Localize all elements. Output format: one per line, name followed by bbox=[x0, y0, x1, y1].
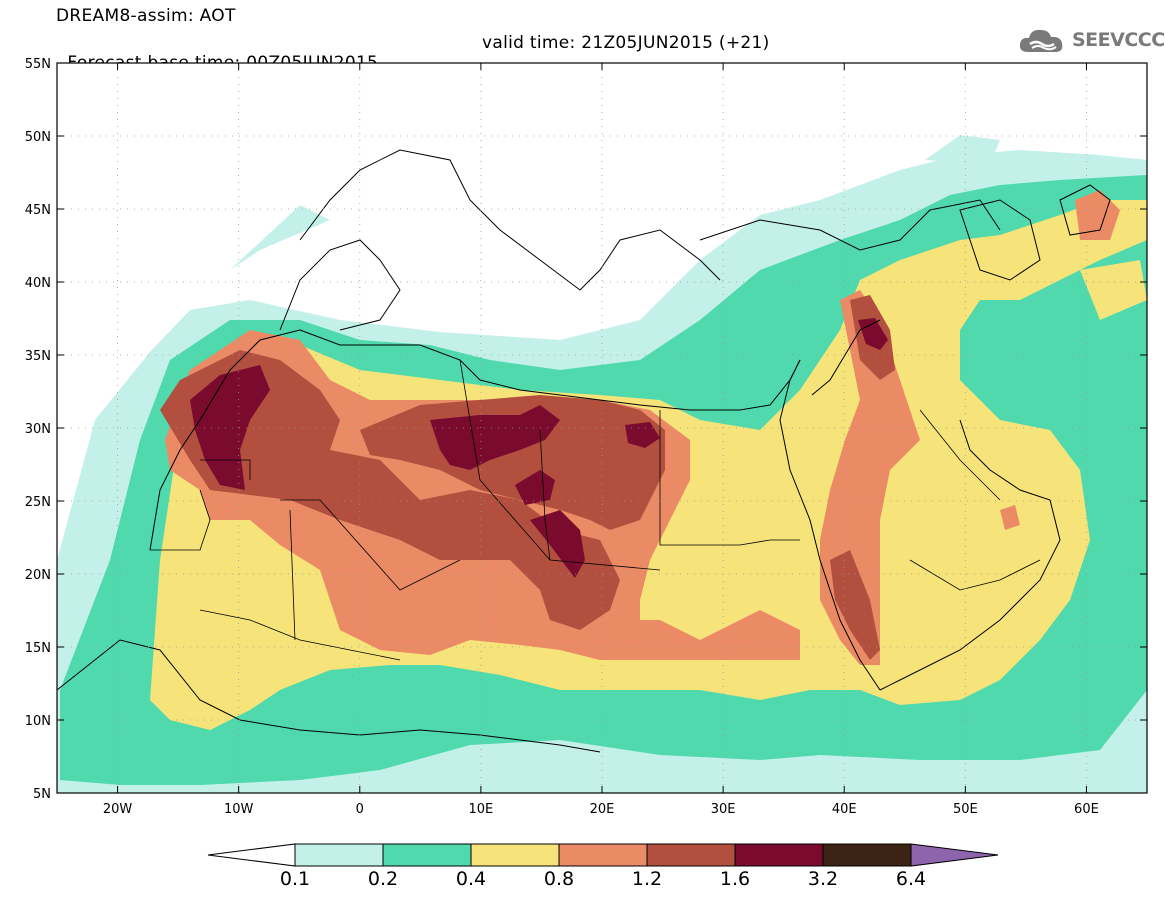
colorbar-label: 0.8 bbox=[544, 868, 574, 890]
map-title: DREAM8-assim: AOT bbox=[56, 6, 236, 26]
colorbar-segment bbox=[294, 843, 384, 867]
lon-label: 20W bbox=[103, 802, 133, 817]
lat-label: 20N bbox=[25, 568, 51, 583]
lat-label: 50N bbox=[25, 130, 51, 145]
band-1.6 bbox=[190, 318, 888, 578]
colorbar-label: 1.2 bbox=[632, 868, 662, 890]
colorbar-segment bbox=[558, 843, 648, 867]
colorbar-segment bbox=[382, 843, 472, 867]
valid-time: valid time: 21Z05JUN2015 (+21) bbox=[482, 33, 770, 53]
colorbar-label: 0.2 bbox=[368, 868, 398, 890]
lat-label: 25N bbox=[25, 495, 51, 510]
lat-label: 55N bbox=[25, 57, 51, 72]
colorbar-segment bbox=[470, 843, 560, 867]
lon-label: 50E bbox=[953, 802, 978, 817]
colorbar-label: 0.4 bbox=[456, 868, 486, 890]
colorbar-over-arrow bbox=[910, 843, 999, 867]
lon-label: 30E bbox=[711, 802, 736, 817]
country-borders bbox=[150, 359, 1041, 661]
lon-label: 60E bbox=[1074, 802, 1099, 817]
lat-axis: 55N 50N 45N 40N 35N 30N 25N 20N 15N 10N 5N bbox=[25, 57, 1147, 802]
colorbar-segment bbox=[822, 843, 912, 867]
lat-label: 35N bbox=[25, 349, 51, 364]
colorbar-label: 1.6 bbox=[720, 868, 750, 890]
colorbar-under-arrow bbox=[207, 843, 296, 867]
lat-label: 10N bbox=[25, 714, 51, 729]
colorbar-label: 0.1 bbox=[280, 868, 310, 890]
lat-label: 45N bbox=[25, 203, 51, 218]
logo-text: SEEVCCC bbox=[1072, 29, 1165, 51]
seevccc-logo: SEEVCCC bbox=[1018, 26, 1165, 54]
map-area bbox=[57, 63, 1147, 793]
lat-label: 15N bbox=[25, 641, 51, 656]
lon-label: 10E bbox=[469, 802, 494, 817]
colorbar-label: 6.4 bbox=[896, 868, 926, 890]
coastlines bbox=[57, 149, 1111, 753]
colorbar-label: 3.2 bbox=[808, 868, 838, 890]
lon-label: 10W bbox=[224, 802, 254, 817]
cloud-icon bbox=[1019, 29, 1063, 52]
lon-label: 40E bbox=[832, 802, 857, 817]
lon-label: 20E bbox=[590, 802, 615, 817]
lat-label: 30N bbox=[25, 422, 51, 437]
colorbar-segment bbox=[646, 843, 736, 867]
colorbar-segment bbox=[734, 843, 824, 867]
lon-label: 0 bbox=[356, 802, 364, 817]
lat-label: 5N bbox=[33, 787, 51, 802]
grid-lines bbox=[57, 63, 1147, 793]
lat-label: 40N bbox=[25, 276, 51, 291]
colorbar: 0.1 0.2 0.4 0.8 1.2 1.6 3.2 6.4 bbox=[207, 843, 999, 890]
lon-axis: 20W 10W 0 10E 20E 30E 40E 50E 60E bbox=[103, 63, 1099, 817]
